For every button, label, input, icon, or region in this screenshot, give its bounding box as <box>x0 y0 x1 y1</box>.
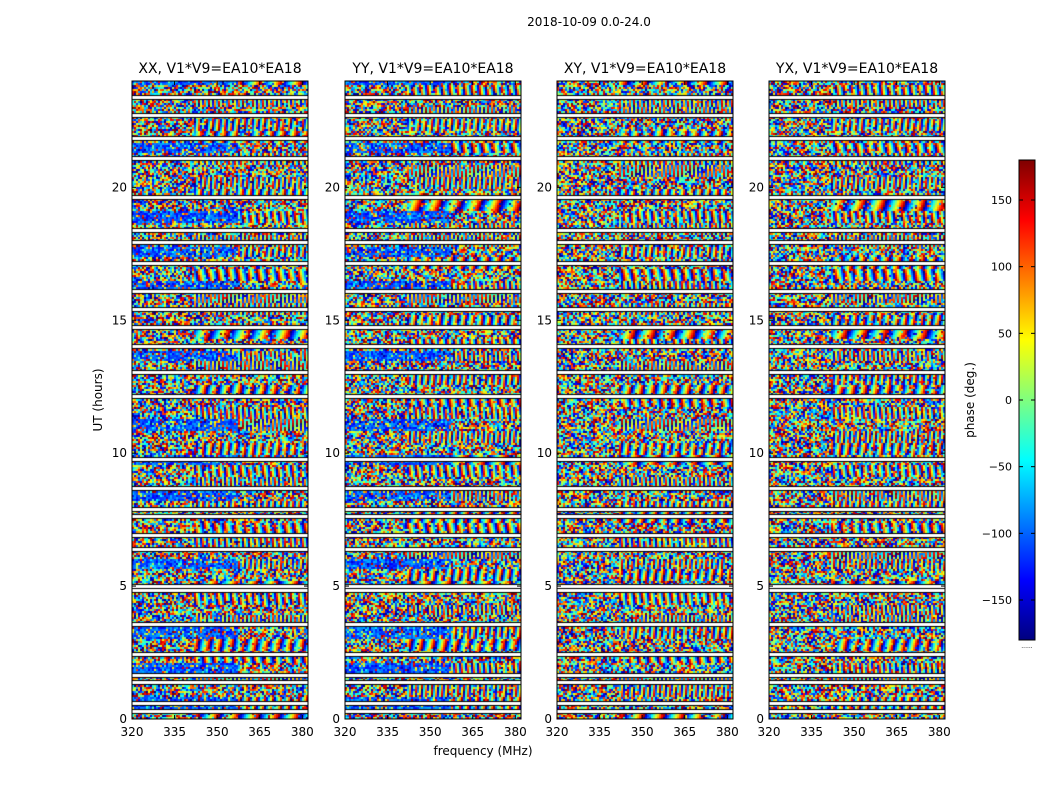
y-tick-label: 5 <box>544 579 552 593</box>
x-tick-label: 320 <box>758 725 781 739</box>
panel-4: YX, V1*V9=EA10*EA18 320 335 350 365 380 0 5 10 15… <box>749 61 951 739</box>
panel-title: YX, V1*V9=EA10*EA18 <box>775 61 938 77</box>
colorbar-footnote: ...... <box>1021 643 1033 650</box>
phase-heatmap-canvas <box>557 81 733 719</box>
y-tick-label: 15 <box>749 313 764 327</box>
x-tick-label: 335 <box>800 725 823 739</box>
panel-1: XX, V1*V9=EA10*EA18 320 335 350 365 380 0 5 10 15… <box>91 61 314 739</box>
panel-2: YY, V1*V9=EA10*EA18 320 335 350 365 380 0 5 10 15… <box>325 61 533 758</box>
y-tick-label: 15 <box>325 313 340 327</box>
x-tick-label: 320 <box>121 725 144 739</box>
x-tick-label: 320 <box>546 725 569 739</box>
colorbar-tick-label: −150 <box>982 594 1012 607</box>
panels-group: XX, V1*V9=EA10*EA18 320 335 350 365 380 0 5 10 15… <box>91 61 951 758</box>
y-tick-label: 10 <box>749 446 764 460</box>
colorbar-tick-label: −50 <box>989 461 1012 474</box>
panel-3: XY, V1*V9=EA10*EA18 320 335 350 365 380 0 5 10 15… <box>537 61 739 739</box>
y-tick-label: 0 <box>332 712 340 726</box>
panel-frame <box>768 80 946 720</box>
panel-title: YY, V1*V9=EA10*EA18 <box>351 61 513 77</box>
x-tick-label: 350 <box>843 725 866 739</box>
x-tick-label: 335 <box>376 725 399 739</box>
y-tick-label: 15 <box>112 313 127 327</box>
y-tick-label: 20 <box>112 180 127 194</box>
y-tick-label: 10 <box>325 446 340 460</box>
x-tick-label: 380 <box>504 725 527 739</box>
x-tick-label: 365 <box>461 725 484 739</box>
y-tick-label: 10 <box>537 446 552 460</box>
y-tick-label: 5 <box>332 579 340 593</box>
phase-heatmap-canvas <box>132 81 308 719</box>
phase-heatmap <box>769 81 945 719</box>
panel-title: XY, V1*V9=EA10*EA18 <box>564 61 726 77</box>
x-tick-label: 335 <box>588 725 611 739</box>
x-tick-label: 350 <box>631 725 654 739</box>
colorbar-tick-label: 0 <box>1005 394 1012 407</box>
x-tick-label: 335 <box>163 725 186 739</box>
x-tick-label: 365 <box>248 725 271 739</box>
x-axis-label: frequency (MHz) <box>433 744 532 758</box>
colorbar-tick-label: −100 <box>982 527 1012 540</box>
panel-frame <box>344 80 522 720</box>
figure-suptitle: 2018-10-09 0.0-24.0 <box>527 15 651 29</box>
phase-heatmap <box>557 81 733 719</box>
phase-heatmap <box>345 81 521 719</box>
x-tick-label: 380 <box>291 725 314 739</box>
phase-heatmap-canvas <box>345 81 521 719</box>
y-tick-label: 5 <box>119 579 127 593</box>
colorbar-label: phase (deg.) <box>963 362 977 438</box>
panel-title: XX, V1*V9=EA10*EA18 <box>138 61 301 77</box>
x-tick-label: 380 <box>716 725 739 739</box>
y-tick-label: 15 <box>537 313 552 327</box>
y-tick-label: 0 <box>119 712 127 726</box>
panel-frame <box>131 80 309 720</box>
y-tick-label: 20 <box>325 180 340 194</box>
colorbar-tick-label: 50 <box>998 327 1012 340</box>
x-tick-label: 365 <box>673 725 696 739</box>
colorbar-tick-label: 100 <box>991 261 1012 274</box>
x-tick-label: 320 <box>334 725 357 739</box>
y-tick-label: 5 <box>756 579 764 593</box>
y-axis-label: UT (hours) <box>91 368 105 431</box>
phase-heatmap-canvas <box>769 81 945 719</box>
x-tick-label: 350 <box>206 725 229 739</box>
x-tick-label: 350 <box>419 725 442 739</box>
x-tick-label: 380 <box>928 725 951 739</box>
y-tick-label: 0 <box>756 712 764 726</box>
colorbar-tick-label: 150 <box>991 194 1012 207</box>
colorbar: 150 100 50 0 −50 −100 −150 phase (deg.)...... <box>963 159 1036 650</box>
y-tick-label: 20 <box>537 180 552 194</box>
y-tick-label: 0 <box>544 712 552 726</box>
panel-frame <box>556 80 734 720</box>
x-tick-label: 365 <box>885 725 908 739</box>
y-tick-label: 10 <box>112 446 127 460</box>
phase-heatmap <box>132 81 308 719</box>
y-tick-label: 20 <box>749 180 764 194</box>
